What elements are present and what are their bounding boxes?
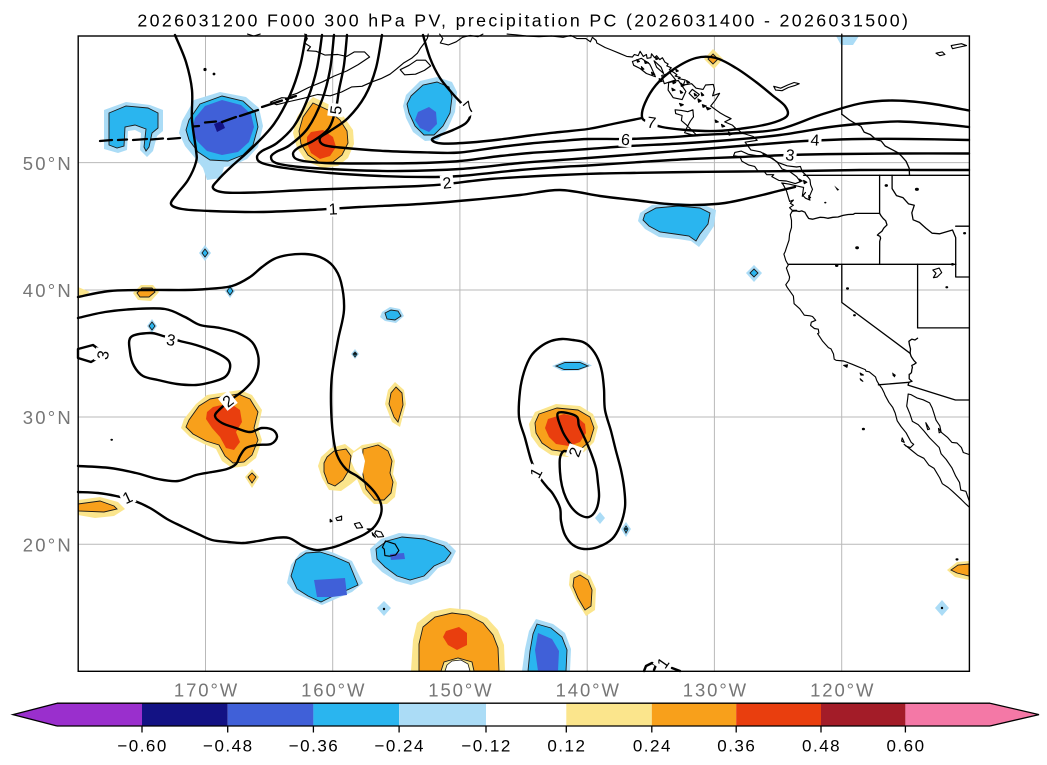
svg-text:170°W: 170°W bbox=[174, 680, 239, 701]
svg-text:−0.48: −0.48 bbox=[203, 737, 254, 756]
svg-text:0.12: 0.12 bbox=[547, 737, 586, 756]
svg-text:150°W: 150°W bbox=[428, 680, 493, 701]
svg-text:50°N: 50°N bbox=[23, 153, 73, 174]
svg-text:3: 3 bbox=[165, 332, 177, 350]
svg-text:1: 1 bbox=[328, 201, 338, 218]
svg-text:7: 7 bbox=[646, 114, 657, 132]
svg-text:6: 6 bbox=[620, 132, 630, 150]
svg-text:40°N: 40°N bbox=[23, 280, 73, 301]
svg-text:−0.60: −0.60 bbox=[117, 737, 168, 756]
svg-text:3: 3 bbox=[95, 349, 113, 361]
svg-text:0.24: 0.24 bbox=[633, 737, 672, 756]
svg-text:20°N: 20°N bbox=[23, 535, 73, 556]
svg-text:0.36: 0.36 bbox=[717, 737, 756, 756]
svg-text:0.48: 0.48 bbox=[802, 737, 841, 756]
svg-text:−0.24: −0.24 bbox=[374, 737, 425, 756]
svg-text:2026031200 F000 300 hPa PV, pr: 2026031200 F000 300 hPa PV, precipitatio… bbox=[137, 11, 910, 31]
svg-text:30°N: 30°N bbox=[23, 407, 73, 428]
svg-text:130°W: 130°W bbox=[683, 680, 748, 701]
svg-text:4: 4 bbox=[810, 132, 820, 149]
svg-text:−0.36: −0.36 bbox=[289, 737, 340, 756]
svg-text:160°W: 160°W bbox=[301, 680, 366, 701]
svg-text:140°W: 140°W bbox=[556, 680, 621, 701]
svg-text:−0.12: −0.12 bbox=[461, 737, 512, 756]
svg-text:3: 3 bbox=[784, 147, 795, 165]
svg-text:120°W: 120°W bbox=[810, 680, 875, 701]
svg-text:0.60: 0.60 bbox=[886, 737, 925, 756]
svg-text:5: 5 bbox=[328, 105, 346, 116]
svg-text:2: 2 bbox=[442, 175, 453, 193]
